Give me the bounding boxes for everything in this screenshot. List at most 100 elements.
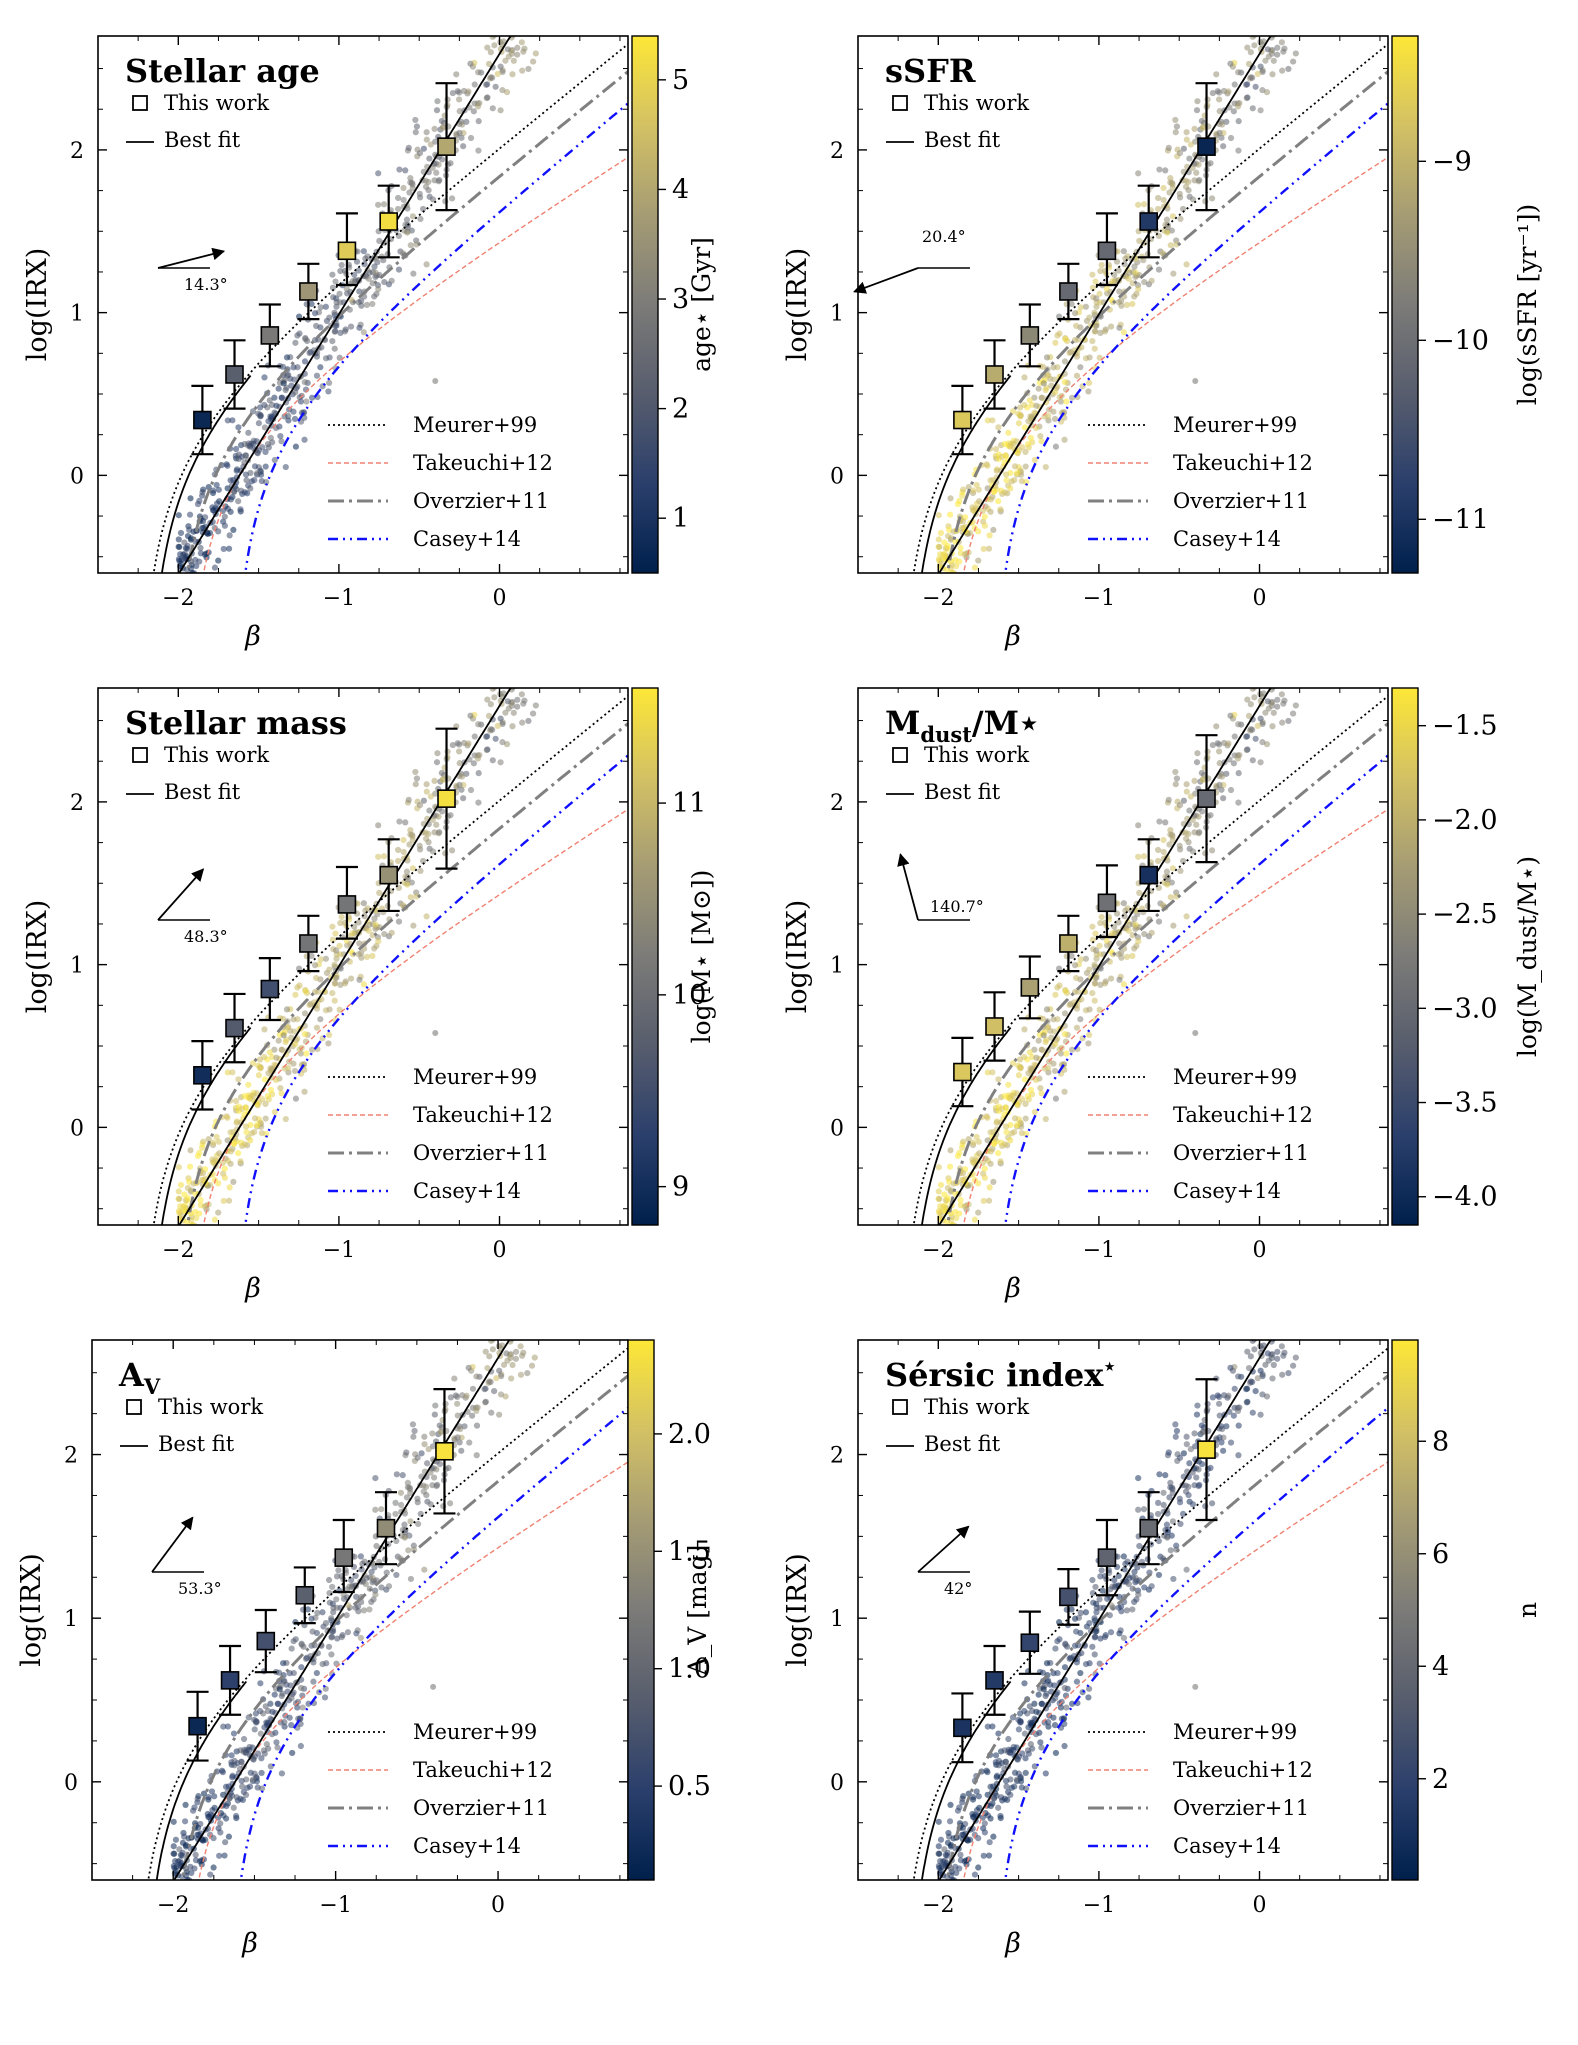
scatter-point [1341, 682, 1347, 688]
scatter-point [1331, 30, 1337, 36]
scatter-point [1193, 821, 1200, 828]
scatter-point [365, 275, 372, 282]
scatter-point [1330, 1334, 1336, 1340]
scatter-point [1316, 1334, 1322, 1340]
scatter-point [322, 303, 330, 310]
this-work-point [1020, 978, 1040, 997]
scatter-point [177, 529, 185, 537]
scatter-point [317, 1016, 324, 1023]
scatter-point [483, 30, 489, 36]
scatter-point [261, 1750, 268, 1757]
scatter-point [997, 506, 1004, 513]
scatter-point [520, 682, 526, 688]
scatter-point [1308, 30, 1314, 36]
scatter-point [414, 1495, 421, 1502]
scatter-point [357, 1634, 364, 1642]
scatter-point [1265, 705, 1272, 712]
scatter-point [1051, 1722, 1059, 1729]
scatter-point [274, 1744, 281, 1751]
scatter-point [1375, 30, 1381, 36]
scatter-point [1370, 682, 1376, 688]
scatter-point [1334, 30, 1340, 36]
scatter-point [551, 30, 557, 36]
scatter-point [1141, 1584, 1148, 1591]
scatter-point [579, 1334, 585, 1340]
scatter-point [333, 322, 340, 329]
scatter-point [1195, 813, 1202, 820]
scatter-point [579, 1334, 585, 1340]
scatter-point [1311, 682, 1317, 688]
scatter-point [1235, 69, 1242, 76]
scatter-point [1272, 30, 1278, 36]
scatter-point [1340, 682, 1346, 688]
scatter-point [594, 682, 600, 688]
scatter-point [597, 30, 603, 36]
scatter-point [277, 1719, 284, 1726]
scatter-point [944, 1269, 950, 1275]
scatter-point [608, 1334, 614, 1340]
scatter-point [539, 1334, 545, 1340]
scatter-point [530, 682, 536, 688]
scatter-point [605, 682, 611, 688]
scatter-point [429, 1430, 436, 1437]
scatter-point [433, 759, 441, 766]
scatter-point [981, 513, 988, 520]
scatter-point [277, 433, 284, 440]
scatter-point [1294, 682, 1300, 688]
scatter-point [1338, 30, 1344, 36]
scatter-point [210, 487, 217, 494]
scatter-point [410, 922, 417, 929]
arrow-angle-label: 14.3° [184, 275, 228, 294]
scatter-point [574, 682, 580, 688]
scatter-point [447, 1394, 454, 1401]
colorbar-tick-label: −1.5 [1432, 711, 1498, 742]
scatter-point [1207, 160, 1214, 167]
scatter-point [467, 134, 475, 142]
scatter-point [1298, 30, 1304, 36]
scatter-point [275, 1700, 282, 1707]
scatter-point [986, 1184, 993, 1191]
scatter-point [514, 696, 521, 703]
scatter-point [1234, 103, 1242, 110]
scatter-point [1063, 1050, 1070, 1057]
scatter-point [1043, 354, 1051, 361]
scatter-point [1323, 30, 1329, 36]
scatter-point [960, 486, 967, 493]
scatter-point [1135, 938, 1142, 945]
scatter-point [376, 889, 383, 896]
scatter-point [591, 682, 597, 688]
scatter-point [1244, 81, 1251, 88]
scatter-point [535, 682, 541, 688]
scatter-point [541, 1334, 547, 1340]
scatter-point [559, 1334, 565, 1340]
scatter-point [1302, 30, 1308, 36]
scatter-point [597, 1334, 603, 1340]
scatter-point [1177, 867, 1184, 874]
scatter-point [559, 30, 565, 36]
scatter-point [369, 952, 376, 960]
scatter-point [313, 974, 320, 982]
scatter-point [1355, 30, 1361, 36]
scatter-point [1278, 682, 1284, 688]
scatter-point [375, 938, 382, 945]
scatter-point [497, 30, 503, 36]
scatter-point [954, 501, 962, 508]
scatter-point [1086, 354, 1093, 361]
scatter-point [600, 1334, 606, 1340]
scatter-point [1249, 105, 1256, 112]
scatter-point [266, 397, 273, 404]
scatter-point [1275, 30, 1281, 36]
scatter-point [1319, 682, 1325, 688]
scatter-point [484, 44, 491, 51]
scatter-point [601, 682, 607, 688]
scatter-point [1169, 213, 1177, 220]
scatter-point [602, 1334, 608, 1340]
scatter-point [494, 722, 501, 730]
scatter-point [1185, 839, 1192, 846]
x-tick-label: 0 [493, 586, 507, 611]
scatter-point [221, 1165, 228, 1172]
scatter-point [971, 564, 979, 571]
scatter-point [1169, 833, 1176, 840]
scatter-point [611, 1334, 617, 1340]
scatter-point [1101, 980, 1109, 987]
